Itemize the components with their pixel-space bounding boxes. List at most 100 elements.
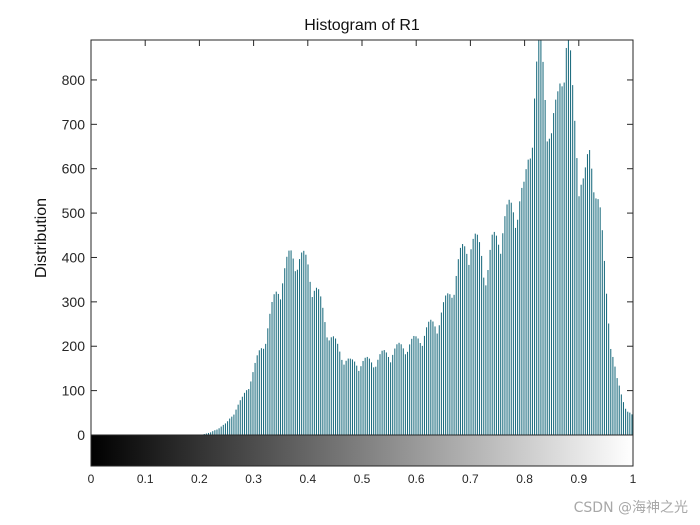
histogram-bar [495, 235, 497, 435]
histogram-bar [419, 343, 421, 435]
histogram-bar [459, 247, 461, 435]
histogram-bar [351, 359, 353, 435]
y-tick-label: 200 [62, 338, 86, 354]
histogram-bar [472, 238, 474, 435]
histogram-bar [402, 348, 404, 435]
histogram-bar [307, 264, 309, 435]
histogram-bar [260, 348, 262, 435]
histogram-bar [356, 365, 358, 435]
histogram-bar [614, 366, 616, 435]
histogram-bar [309, 281, 311, 435]
y-tick-label: 300 [62, 294, 86, 310]
x-tick-label: 0.4 [299, 472, 316, 486]
histogram-bar [326, 337, 328, 435]
histogram-bar [563, 82, 565, 436]
histogram-bar [330, 337, 332, 435]
histogram-bar [349, 358, 351, 435]
histogram-bar [263, 348, 265, 435]
histogram-bar [248, 389, 250, 435]
y-tick-label: 800 [62, 72, 86, 88]
histogram-bar [536, 61, 538, 436]
histogram-bar [436, 333, 438, 435]
histogram-bar [485, 285, 487, 435]
histogram-bar [631, 414, 633, 435]
histogram-bar [599, 207, 601, 435]
watermark: CSDN @海神之光 [573, 500, 688, 516]
histogram-bar [288, 250, 290, 435]
histogram-bar [559, 83, 561, 435]
histogram-bar [265, 343, 267, 435]
histogram-bar [574, 120, 576, 435]
histogram-bar [449, 294, 451, 435]
histogram-bar [561, 86, 563, 435]
histogram-bar [555, 99, 557, 435]
histogram-bar [432, 321, 434, 435]
histogram-bar [286, 256, 288, 435]
histogram-bar [597, 199, 599, 435]
histogram-bar [315, 287, 318, 435]
histogram-bar [205, 433, 207, 435]
y-tick-label: 0 [77, 427, 85, 443]
histogram-bar [392, 354, 394, 435]
histogram-bar [258, 350, 260, 435]
histogram-bar [593, 192, 595, 435]
histogram-bar [311, 297, 313, 435]
x-tick-label: 0.7 [462, 472, 479, 486]
y-tick-label: 600 [62, 161, 86, 177]
histogram-bar [339, 351, 341, 435]
histogram-bar [227, 421, 229, 435]
histogram-bar [385, 352, 387, 435]
y-tick-label: 700 [62, 116, 86, 132]
histogram-bar [210, 432, 212, 435]
histogram-bar [430, 319, 432, 435]
histogram-bar [534, 98, 536, 436]
y-tick-label: 400 [62, 249, 86, 265]
y-axis-ticks: 0 100 200 300 400 500 600 700 800 [62, 72, 633, 443]
histogram-bar [462, 244, 464, 435]
histogram-bar [510, 202, 512, 435]
histogram-bars [199, 40, 633, 436]
histogram-bar [603, 260, 605, 435]
histogram-bar [586, 154, 589, 435]
histogram-bar [299, 259, 301, 435]
histogram-bar [493, 231, 495, 435]
histogram-bar [207, 432, 210, 435]
histogram-bar [343, 364, 345, 435]
histogram-bar [529, 158, 531, 435]
histogram-bar [241, 396, 243, 435]
histogram-bar [491, 234, 493, 435]
histogram-bar [324, 322, 326, 435]
histogram-bar [411, 338, 413, 435]
histogram-bar [580, 184, 582, 435]
histogram-bar [366, 356, 368, 435]
histogram-bar [625, 408, 627, 435]
histogram-bar [591, 168, 593, 435]
histogram-bar [447, 293, 449, 435]
histogram-bar [470, 249, 472, 435]
histogram-bar [229, 418, 231, 435]
histogram-bar [335, 338, 337, 435]
histogram-bar [387, 356, 389, 435]
x-tick-label: 0.5 [354, 472, 371, 486]
histogram-bar [421, 345, 423, 435]
histogram-bar [519, 201, 521, 435]
histogram-bar [434, 326, 436, 435]
histogram-bar [294, 271, 296, 435]
histogram-bar [442, 302, 445, 435]
histogram-bar [504, 216, 506, 435]
histogram-bar [322, 307, 324, 435]
histogram-bar [275, 291, 277, 435]
histogram-bar [373, 367, 375, 435]
histogram-bar [500, 253, 502, 435]
histogram-bar [457, 259, 459, 435]
histogram-bar [305, 254, 307, 435]
histogram-bar [423, 335, 425, 435]
histogram-bar [379, 354, 381, 435]
histogram-bar [474, 233, 476, 435]
histogram-bar [616, 378, 618, 435]
histogram-bar [546, 141, 548, 435]
histogram-bar [224, 423, 226, 435]
histogram-bar [601, 230, 603, 435]
histogram-bar [582, 178, 584, 435]
histogram-bar [360, 366, 362, 435]
